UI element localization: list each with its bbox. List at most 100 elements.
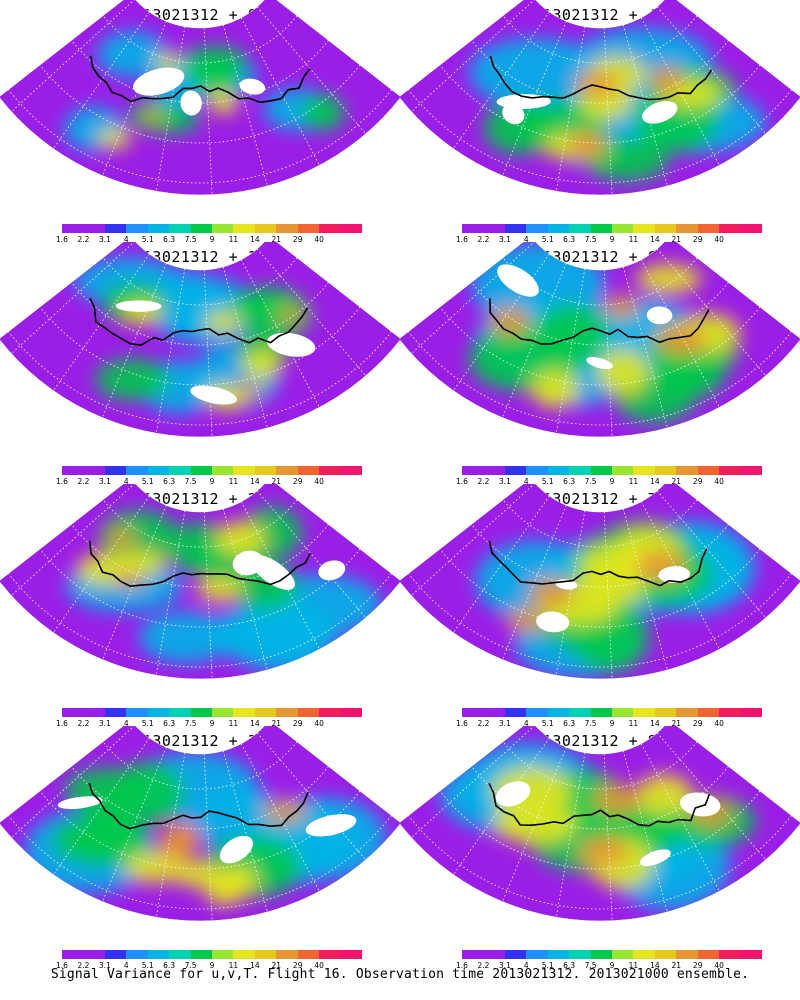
colorbar-tick-label: 5.1 [141, 477, 154, 486]
colorbar-tick-label: 21 [271, 235, 282, 244]
colorbar-tick-label: 9 [209, 235, 215, 244]
colorbar-tick-label: 4 [123, 477, 129, 486]
colorbar-segment [483, 950, 505, 959]
colorbar-labels: 1.6 2.2 3.1 4 5.1 6.3 7.5 9 11 14 21 29 40 [456, 961, 762, 971]
colorbar-segment [104, 950, 127, 959]
colorbar-segment [126, 708, 148, 717]
colorbar-segment [462, 708, 484, 717]
colorbar-tick-label: 3.1 [498, 477, 511, 486]
colorbar-tick-label: 9 [609, 719, 615, 728]
colorbar-segment [504, 950, 527, 959]
colorbar-segment [654, 224, 677, 233]
colorbar-tick-label: 11 [628, 235, 639, 244]
colorbar-tick-label: 40 [714, 719, 724, 728]
colorbar [462, 224, 762, 233]
colorbar-tick-label: 29 [292, 235, 303, 244]
colorbar-tick-label: 11 [628, 961, 639, 970]
variance-map [400, 242, 800, 438]
colorbar-segment [569, 224, 591, 233]
colorbar-segment [740, 224, 762, 233]
colorbar-tick-label: 2.2 [77, 719, 90, 728]
colorbar-segment [147, 224, 170, 233]
colorbar [462, 466, 762, 475]
colorbar-segment [190, 708, 212, 717]
colorbar-segment [147, 708, 170, 717]
colorbar-segment [276, 466, 298, 475]
colorbar-segment [62, 950, 84, 959]
colorbar-segment [590, 224, 612, 233]
colorbar-tick-label: 4 [523, 235, 529, 244]
colorbar-tick-label: 29 [292, 477, 303, 486]
colorbar-tick-label: 40 [314, 719, 324, 728]
colorbar-segment [676, 224, 698, 233]
colorbar-tick-label: 7.5 [584, 235, 597, 244]
colorbar-tick-label: 40 [714, 235, 724, 244]
colorbar-tick-label: 14 [650, 961, 660, 970]
colorbar-segment [104, 708, 127, 717]
colorbar-tick-label: 7.5 [584, 719, 597, 728]
colorbar-segment [654, 950, 677, 959]
colorbar-segment [611, 466, 634, 475]
colorbar-tick-label: 21 [671, 477, 682, 486]
colorbar-segment [211, 950, 234, 959]
colorbar-segment [62, 224, 84, 233]
colorbar-labels: 1.6 2.2 3.1 4 5.1 6.3 7.5 9 11 14 21 29 40 [56, 961, 362, 971]
colorbar-segment [126, 224, 148, 233]
colorbar-segment [483, 224, 505, 233]
colorbar-segment [633, 708, 655, 717]
colorbar-tick-label: 9 [609, 235, 615, 244]
colorbar-tick-label: 5.1 [541, 235, 554, 244]
colorbar-tick-label: 21 [271, 961, 282, 970]
colorbar-tick-label: 40 [714, 477, 724, 486]
colorbar-tick-label: 1.6 [56, 961, 68, 970]
colorbar-segment [504, 466, 527, 475]
colorbar-segment [633, 950, 655, 959]
colorbar-segment [697, 224, 720, 233]
colorbar-tick-label: 7.5 [584, 477, 597, 486]
colorbar-segment [297, 708, 320, 717]
colorbar-segment [697, 950, 720, 959]
variance-map [0, 726, 400, 922]
colorbar-segment [547, 224, 570, 233]
colorbar-segment [719, 466, 741, 475]
colorbar-tick-label: 2.2 [77, 961, 90, 970]
colorbar-segment [590, 950, 612, 959]
colorbar-segment [147, 950, 170, 959]
colorbar-tick-label: 6.3 [163, 719, 176, 728]
colorbar-tick-label: 14 [250, 719, 260, 728]
colorbar-tick-label: 2.2 [77, 235, 90, 244]
colorbar-segment [654, 708, 677, 717]
colorbar [462, 950, 762, 959]
colorbar-tick-label: 5.1 [541, 719, 554, 728]
colorbar-segment [340, 708, 362, 717]
colorbar-tick-label: 14 [650, 477, 660, 486]
colorbar-segment [676, 466, 698, 475]
colorbar-tick-label: 6.3 [563, 477, 576, 486]
colorbar-segment [62, 708, 84, 717]
colorbar-tick-label: 2.2 [477, 477, 490, 486]
colorbar-segment [483, 466, 505, 475]
colorbar-segment [297, 950, 320, 959]
colorbar-segment [169, 950, 191, 959]
colorbar-segment [62, 466, 84, 475]
colorbar-tick-label: 6.3 [163, 477, 176, 486]
colorbar-tick-label: 1.6 [56, 477, 68, 486]
colorbar-segment [319, 224, 341, 233]
colorbar-segment [697, 708, 720, 717]
colorbar-tick-label: 11 [228, 235, 239, 244]
colorbar-tick-label: 7.5 [184, 719, 197, 728]
colorbar-tick-label: 2.2 [77, 477, 90, 486]
colorbar-segment [190, 224, 212, 233]
colorbar-tick-label: 29 [292, 961, 303, 970]
map-panel-24h: 2013021312 + 24h 1.6 2.2 3.1 4 5.1 6.3 7.5 9 11 14… [0, 484, 400, 732]
colorbar-tick-label: 1.6 [456, 235, 468, 244]
colorbar-tick-label: 40 [314, 961, 324, 970]
colorbar-tick-label: 1.6 [56, 235, 68, 244]
map-panel-12h: 2013021312 + 12h 1.6 2.2 3.1 4 5.1 6.3 7.5 9 11 14… [0, 242, 400, 490]
colorbar-segment [504, 224, 527, 233]
colorbar-segment [276, 708, 298, 717]
colorbar-tick-label: 29 [692, 235, 703, 244]
colorbar-tick-label: 11 [228, 961, 239, 970]
colorbar-tick-label: 3.1 [98, 719, 111, 728]
colorbar-tick-label: 1.6 [456, 719, 468, 728]
